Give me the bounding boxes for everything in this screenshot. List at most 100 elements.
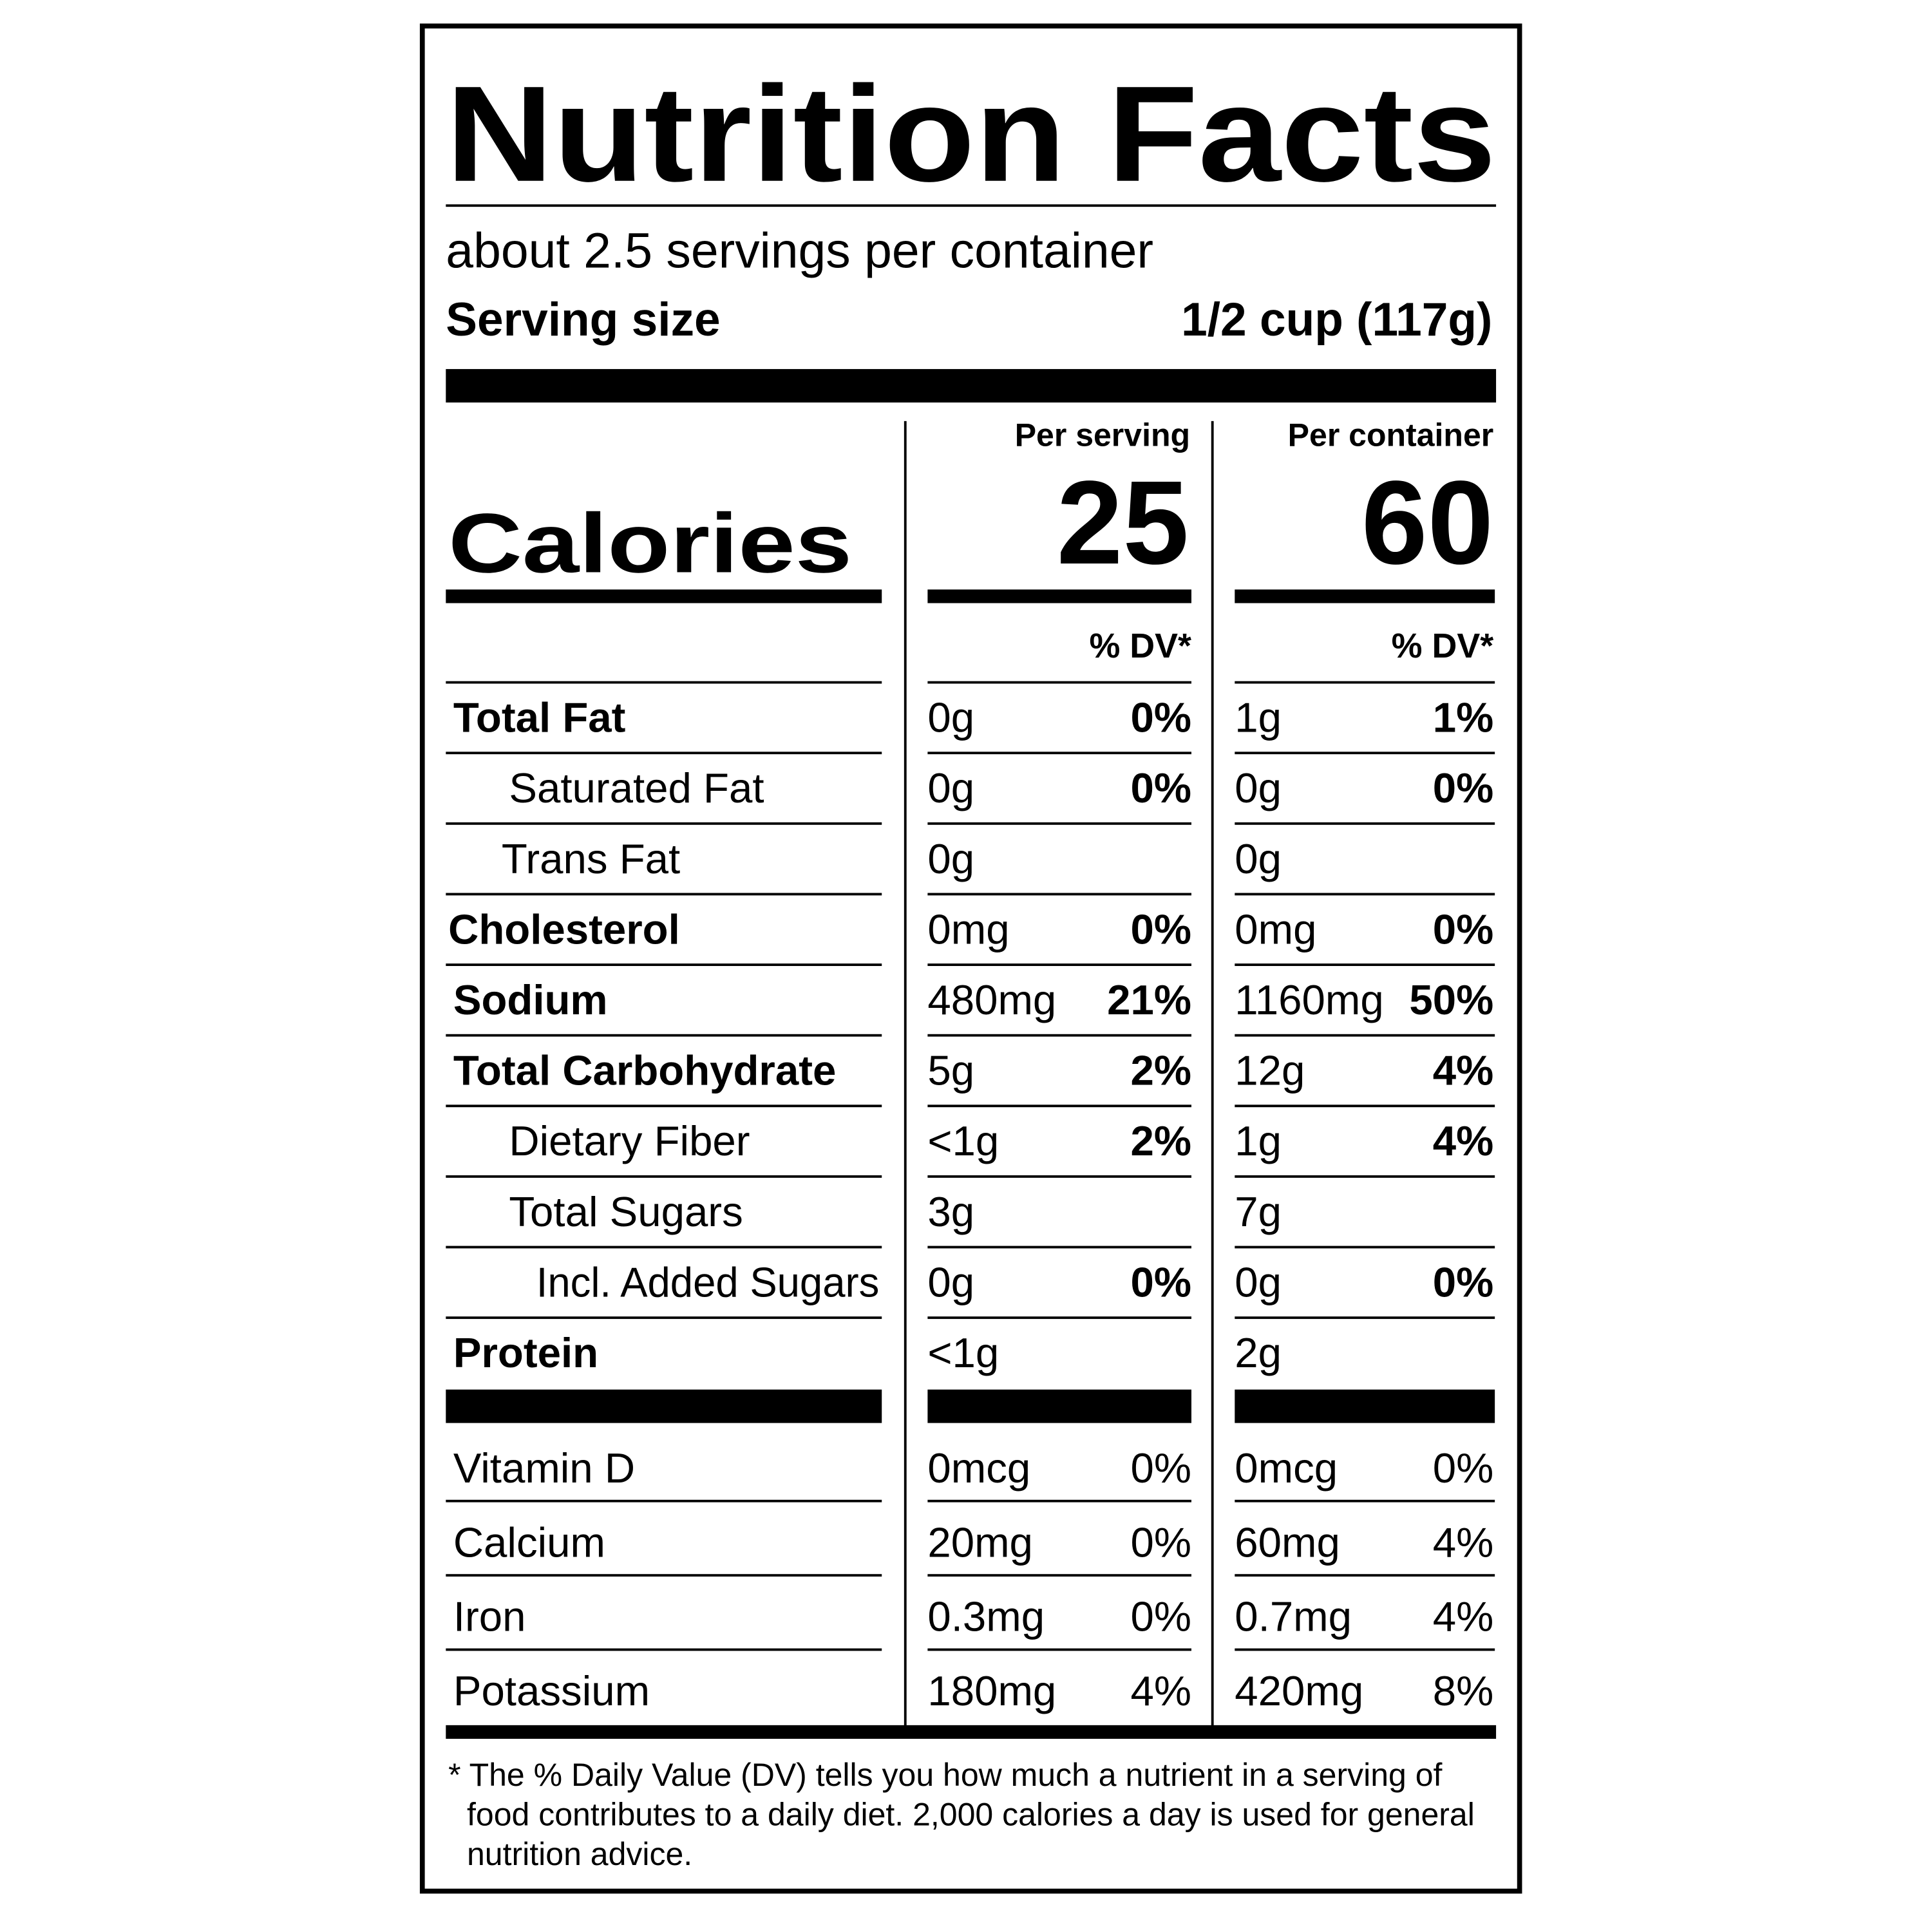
amount: 0mg (1235, 905, 1316, 952)
row-rule (927, 681, 1191, 684)
thick-bar (446, 1725, 1497, 1739)
row-rule (446, 1499, 882, 1502)
amount: 420mg (1235, 1667, 1363, 1714)
row-rule (446, 752, 882, 755)
row-rule (446, 1034, 882, 1037)
calories-value: 60 (1361, 457, 1493, 589)
nutrient-name: Incl. Added Sugars (536, 1258, 880, 1305)
daily-value: 0% (1131, 1258, 1192, 1305)
column-header: Per serving (1015, 417, 1190, 453)
row-rule (1235, 1499, 1495, 1502)
row-rule (1235, 1034, 1495, 1037)
vitamin-name: Potassium (453, 1667, 650, 1714)
footnote: * The % Daily Value (DV) tells you how m… (448, 1757, 1442, 1793)
thick-bar (1235, 589, 1495, 603)
amount: 0mcg (927, 1444, 1030, 1492)
amount: 0g (1235, 1258, 1282, 1305)
row-rule (927, 822, 1191, 825)
thick-bar (446, 369, 1497, 402)
row-rule (1235, 1245, 1495, 1249)
amount: 0mg (927, 905, 1009, 952)
amount: 1160mg (1235, 976, 1383, 1023)
amount: 0.3mg (927, 1593, 1045, 1640)
nutrient-name: Cholesterol (448, 905, 680, 952)
amount: 1g (1235, 694, 1282, 741)
daily-value: 4% (1433, 1519, 1494, 1566)
daily-value: 0% (1131, 1444, 1192, 1492)
footnote: nutrition advice. (467, 1836, 692, 1872)
dv-header: % DV* (1089, 627, 1191, 665)
amount: 0g (1235, 764, 1282, 811)
amount: 0g (927, 1258, 974, 1305)
row-rule (1235, 963, 1495, 966)
footnote: food contributes to a daily diet. 2,000 … (467, 1797, 1475, 1833)
vitamin-name: Vitamin D (453, 1444, 635, 1492)
thick-bar (927, 589, 1191, 603)
dv-header: % DV* (1392, 627, 1494, 665)
amount: <1g (927, 1329, 999, 1376)
row-rule (927, 1104, 1191, 1108)
nutrient-name: Dietary Fiber (509, 1117, 750, 1164)
thick-bar (1235, 1389, 1495, 1423)
thick-bar (446, 1389, 882, 1423)
nutrient-name: Saturated Fat (509, 764, 764, 811)
row-rule (927, 1316, 1191, 1320)
border (419, 23, 1522, 1894)
daily-value: 0% (1131, 764, 1192, 811)
row-rule (446, 1245, 882, 1249)
row-rule (1235, 681, 1495, 684)
nutrient-name: Total Carbohydrate (453, 1047, 837, 1094)
amount: 60mg (1235, 1519, 1340, 1566)
row-rule (1235, 893, 1495, 896)
serving-size-value: 1/2 cup (117g) (1181, 294, 1492, 346)
daily-value: 2% (1131, 1117, 1192, 1164)
amount: 20mg (927, 1519, 1033, 1566)
amount: 0g (927, 835, 974, 882)
amount: 2g (1235, 1329, 1282, 1376)
row-rule (927, 1034, 1191, 1037)
daily-value: 4% (1433, 1117, 1494, 1164)
amount: 0g (927, 764, 974, 811)
daily-value: 0% (1433, 1258, 1494, 1305)
row-rule (446, 822, 882, 825)
amount: 0g (927, 694, 974, 741)
nutrient-name: Protein (453, 1329, 598, 1376)
row-rule (1235, 1104, 1495, 1108)
daily-value: 8% (1433, 1667, 1494, 1714)
amount: <1g (927, 1117, 999, 1164)
nutrient-name: Sodium (453, 976, 608, 1023)
row-rule (927, 1574, 1191, 1577)
row-rule (446, 963, 882, 966)
row-rule (927, 1499, 1191, 1502)
row-rule (446, 1316, 882, 1320)
serving-size-label: Serving size (446, 294, 720, 346)
row-rule (1235, 1648, 1495, 1651)
row-rule (1235, 1574, 1495, 1577)
amount: 7g (1235, 1188, 1282, 1235)
daily-value: 0% (1433, 905, 1494, 952)
thick-bar (927, 1389, 1191, 1423)
daily-value: 1% (1433, 694, 1494, 741)
daily-value: 0% (1131, 1593, 1192, 1640)
daily-value: 50% (1409, 976, 1493, 1023)
thick-bar (446, 589, 882, 603)
daily-value: 4% (1131, 1667, 1192, 1714)
row-rule (927, 963, 1191, 966)
column-divider (1211, 421, 1214, 1727)
amount: 180mg (927, 1667, 1056, 1714)
amount: 0g (1235, 835, 1282, 882)
daily-value: 2% (1131, 1047, 1192, 1094)
column-header: Per container (1288, 417, 1494, 453)
daily-value: 0% (1131, 694, 1192, 741)
row-rule (927, 1175, 1191, 1178)
row-rule (446, 1175, 882, 1178)
servings: about 2.5 servings per container (446, 223, 1153, 278)
nutrient-name: Trans Fat (502, 835, 680, 882)
amount: 0.7mg (1235, 1593, 1352, 1640)
row-rule (927, 752, 1191, 755)
row-rule (446, 1104, 882, 1108)
amount: 0mcg (1235, 1444, 1338, 1492)
daily-value: 4% (1433, 1593, 1494, 1640)
amount: 5g (927, 1047, 974, 1094)
calories-label: Calories (448, 496, 852, 590)
